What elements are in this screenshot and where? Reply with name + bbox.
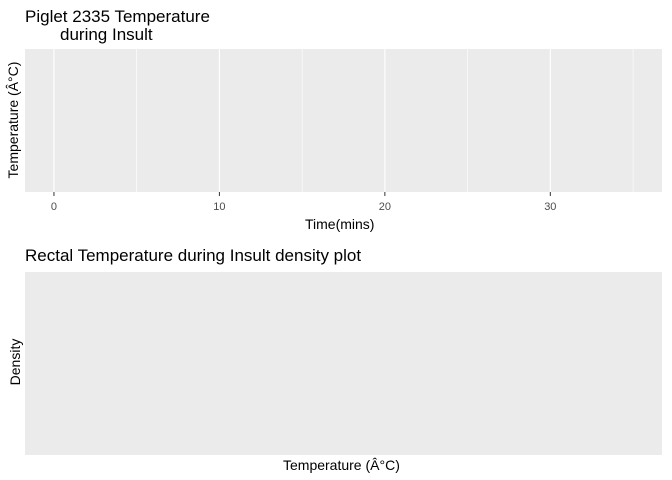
chart1-y-axis-label: Temperature (Â°C)	[5, 61, 21, 179]
chart2-panel	[25, 272, 662, 455]
chart1-x-tick-label: 0	[51, 201, 57, 213]
chart2-title: Rectal Temperature during Insult density…	[25, 246, 362, 265]
chart1-x-tick-label: 30	[544, 201, 556, 213]
chart2-y-axis-label: Density	[7, 338, 23, 386]
chart1-x-axis-label: Time(mins)	[305, 216, 375, 232]
chart1-title-line1: Piglet 2335 Temperature	[25, 7, 210, 26]
chart1-plot: 0 10 20 30	[25, 49, 662, 213]
chart2-x-axis-label: Temperature (Â°C)	[283, 457, 400, 473]
chart1-x-tick-label: 10	[213, 201, 225, 213]
chart1-title-line2: during Insult	[60, 25, 153, 44]
chart1-x-tick-label: 20	[379, 201, 391, 213]
chart1-panel	[25, 49, 662, 192]
